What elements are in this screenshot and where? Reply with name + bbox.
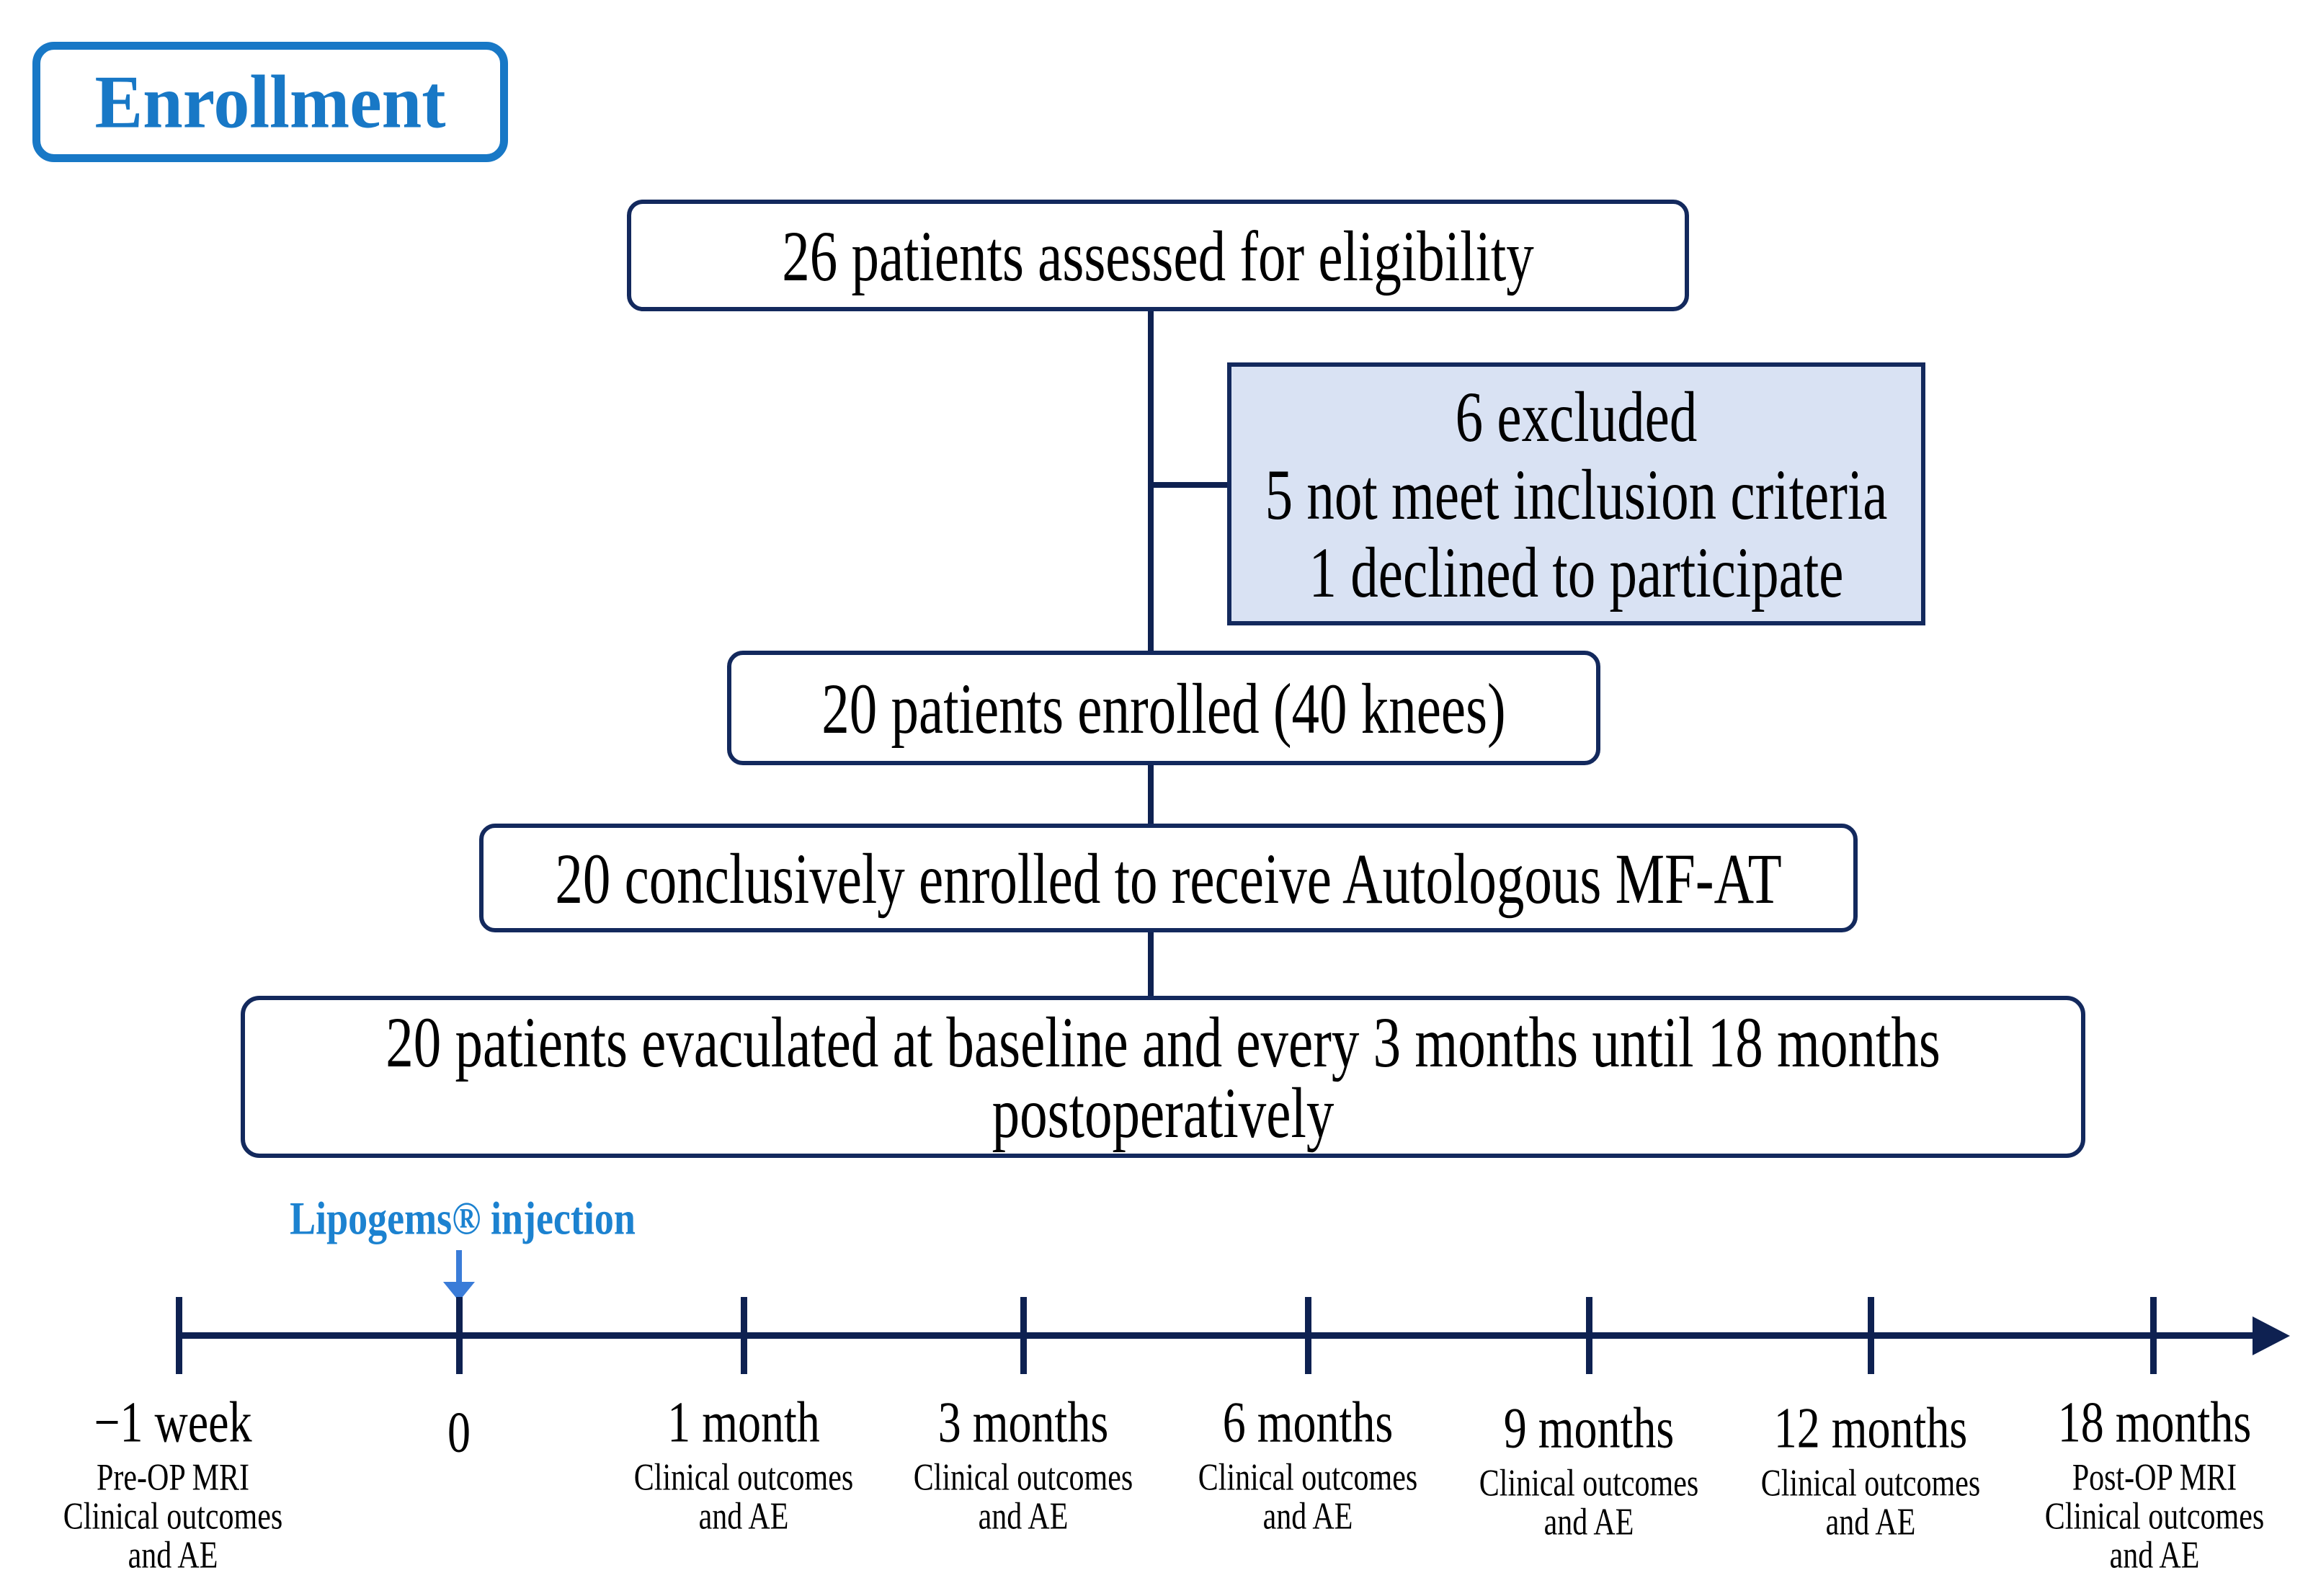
enrollment-stage-label: Enrollment [94, 59, 446, 144]
flow-box-evaluated-line: 20 patients evaculated at baseline and e… [386, 1001, 1941, 1082]
flow-box-excluded: 6 excluded 5 not meet inclusion criteria… [1227, 362, 1925, 625]
timeline-sub-label: Clinical outcomes [1479, 1463, 1699, 1504]
timeline-sub-label: and AE [1262, 1496, 1353, 1538]
flow-box-enrolled: 20 patients enrolled (40 knees) [727, 651, 1600, 765]
flow-box-assessed: 26 patients assessed for eligibility [627, 200, 1689, 311]
connector-assessed-to-enrolled [1148, 301, 1154, 652]
timeline-point-18months: 18 months Post-OP MRI Clinical outcomes … [2000, 1390, 2308, 1577]
flow-box-assessed-text: 26 patients assessed for eligibility [782, 215, 1534, 296]
timeline-tick-3months [1020, 1297, 1027, 1374]
timeline-point-3months: 3 months Clinical outcomes and AE [868, 1390, 1178, 1538]
flow-box-conclusive: 20 conclusively enrolled to receive Auto… [479, 824, 1858, 932]
connector-enrolled-to-conclusive [1148, 755, 1154, 825]
timeline-sub-label: Clinical outcomes [1198, 1457, 1418, 1499]
flow-box-enrolled-text: 20 patients enrolled (40 knees) [821, 667, 1506, 749]
timeline-point-label: 0 [447, 1400, 471, 1464]
timeline-tick-1month [741, 1297, 747, 1374]
flow-box-evaluated: 20 patients evaculated at baseline and e… [241, 996, 2085, 1158]
timeline-sub-label: and AE [1543, 1502, 1634, 1543]
timeline-point-1month: 1 month Clinical outcomes and AE [589, 1390, 899, 1538]
timeline-tick-6months [1305, 1297, 1311, 1374]
timeline-point-label: 12 months [1773, 1396, 1968, 1460]
timeline-axis [179, 1332, 2257, 1339]
timeline-point-label: 3 months [937, 1390, 1109, 1454]
timeline-sub-label: and AE [2109, 1535, 2200, 1577]
timeline-sub-label: and AE [698, 1496, 789, 1538]
flow-box-excluded-line: 5 not meet inclusion criteria [1265, 453, 1888, 535]
timeline-point-0: 0 [304, 1396, 614, 1464]
timeline-point-12months: 12 months Clinical outcomes and AE [1716, 1396, 2026, 1543]
flow-box-evaluated-line: postoperatively [992, 1071, 1335, 1153]
timeline-point-minus1week: −1 week Pre-OP MRI Clinical outcomes and… [18, 1390, 328, 1577]
flow-box-conclusive-text: 20 conclusively enrolled to receive Auto… [555, 837, 1782, 919]
timeline-sub-label: Clinical outcomes [63, 1496, 283, 1538]
timeline-sub-label: Clinical outcomes [1760, 1463, 1981, 1504]
timeline-tick-9months [1586, 1297, 1592, 1374]
connector-branch-to-excluded [1152, 482, 1229, 488]
timeline-sub-label: and AE [978, 1496, 1069, 1538]
timeline-tick-12months [1868, 1297, 1874, 1374]
timeline-sub-label: Clinical outcomes [2044, 1496, 2265, 1538]
injection-label: Lipogems® injection [290, 1192, 636, 1244]
timeline-point-label: −1 week [94, 1390, 252, 1454]
timeline-sub-label: Clinical outcomes [913, 1457, 1133, 1499]
timeline-sub-label: and AE [128, 1535, 218, 1577]
timeline-sub-label: Clinical outcomes [633, 1457, 854, 1499]
timeline-tick-minus1week [176, 1297, 182, 1374]
timeline-point-label: 1 month [667, 1390, 820, 1454]
timeline-point-6months: 6 months Clinical outcomes and AE [1153, 1390, 1463, 1538]
enrollment-stage-badge: Enrollment [32, 42, 508, 162]
timeline-arrowhead-icon [2253, 1316, 2290, 1355]
timeline-tick-18months [2150, 1297, 2157, 1374]
flow-box-excluded-line: 6 excluded [1455, 375, 1698, 457]
timeline-tick-0 [456, 1297, 463, 1374]
connector-conclusive-to-evaluated [1148, 922, 1154, 997]
timeline-sub-label: Pre-OP MRI [97, 1457, 249, 1499]
timeline-point-label: 6 months [1222, 1390, 1394, 1454]
injection-arrow-icon [456, 1250, 462, 1283]
timeline-point-label: 9 months [1503, 1396, 1675, 1460]
timeline-sub-label: and AE [1825, 1502, 1916, 1543]
timeline-point-label: 18 months [2057, 1390, 2252, 1454]
timeline-point-9months: 9 months Clinical outcomes and AE [1434, 1396, 1744, 1543]
timeline-sub-label: Post-OP MRI [2072, 1457, 2237, 1499]
flow-box-excluded-line: 1 declined to participate [1309, 531, 1844, 612]
